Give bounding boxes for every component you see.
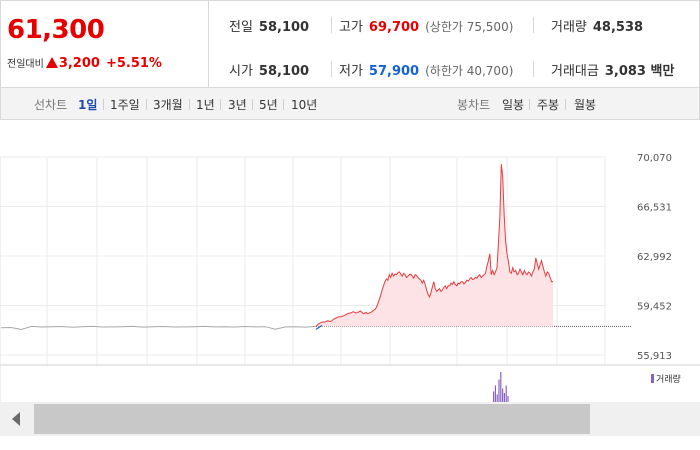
volume-bar [498,379,500,402]
period-10y[interactable]: 10년 [291,98,318,112]
stat-value: 69,700 [368,20,420,35]
change-amount: 3,200 [58,56,100,71]
volume-bar [503,393,505,402]
volume-bar [502,388,504,402]
open-tick-mark [315,324,323,330]
chart-scrollbar[interactable] [0,402,700,436]
pre-market-price-line [0,325,317,331]
line-chart-label: 선차트 [34,98,68,112]
price-chart-svg: 70,070 66,531 62,992 59,452 55,913 [0,153,700,402]
candle-monthly[interactable]: 월봉 [574,98,597,112]
period-3y[interactable]: 3년 [228,98,247,112]
chart-toolbar: 선차트 1일 1주일 3개월 1년 3년 5년 10년 봉차트 일봉 주봉 월봉 [0,88,700,120]
scroll-thumb[interactable] [34,404,590,434]
stat-value: 58,100 [258,64,310,79]
divider [283,99,284,110]
stat-label: 전일 [229,20,253,35]
volume-bar [500,372,502,402]
divider [529,99,530,110]
y-axis-tick-label: 55,913 [637,351,672,362]
stat-high: 고가 69,700 (상한가 75,500) [339,16,513,35]
divider [189,99,190,110]
stat-label: 거래량 [551,20,587,35]
period-1d[interactable]: 1일 [78,98,98,112]
divider [252,99,253,110]
period-1y[interactable]: 1년 [196,98,215,112]
candle-daily[interactable]: 일봉 [502,98,525,112]
y-axis-tick-label: 59,452 [637,302,672,313]
session-price-line [315,164,553,327]
stat-value: 58,100 [258,20,310,35]
stat-label: 거래대금 [551,64,599,79]
volume-legend-label: 거래량 [656,375,681,385]
stat-prev-close: 전일 58,100 [229,16,309,35]
volume-bar [494,385,496,402]
stat-value: 57,900 [368,64,420,79]
y-axis-tick-label: 66,531 [637,202,672,213]
stat-volume: 거래량 48,538 [551,16,643,35]
up-triangle-icon [45,57,58,68]
stat-label: 고가 [339,20,363,35]
divider [331,17,332,33]
change-label: 전일대비 [7,59,44,70]
price-change: 전일대비 3,200 +5.51% [7,55,162,71]
current-price: 61,300 [7,15,105,45]
current-price-box: 61,300 전일대비 3,200 +5.51% [1,1,209,87]
divider [146,99,147,110]
y-axis-tick-label: 62,992 [637,252,672,263]
candle-chart-label: 봉차트 [457,98,491,112]
volume-bar [507,396,509,402]
divider [533,61,534,77]
divider [220,99,221,110]
lower-limit-price: (하한가 40,700) [425,64,514,78]
divider [565,99,566,110]
volume-swatch [651,374,654,383]
y-axis-tick-label: 70,070 [637,153,672,164]
stat-label: 저가 [339,64,363,79]
price-rise-area [316,164,553,327]
stat-value: 3,083 백만 [604,64,675,79]
change-percent: +5.51% [105,56,162,71]
intraday-price-chart: 70,070 66,531 62,992 59,452 55,913 거래량 [0,120,700,405]
scroll-left-arrow-icon[interactable] [0,402,34,436]
volume-bar [505,385,507,402]
stat-low: 저가 57,900 (하한가 40,700) [339,60,513,79]
volume-legend: 거래량 [651,372,681,385]
period-3m[interactable]: 3개월 [153,98,183,112]
divider [103,99,104,110]
divider [331,61,332,77]
volume-bar [493,391,495,402]
stock-summary-panel: 61,300 전일대비 3,200 +5.51% 전일 58,100 고가 69,700… [0,0,700,88]
volume-bar [496,394,498,402]
upper-limit-price: (상한가 75,500) [425,20,514,34]
candle-weekly[interactable]: 주봉 [537,98,560,112]
period-5y[interactable]: 5년 [259,98,278,112]
stat-value: 48,538 [592,20,644,35]
stat-turnover: 거래대금 3,083 백만 [551,60,674,79]
divider [533,17,534,33]
stat-label: 시가 [229,64,253,79]
period-1w[interactable]: 1주일 [110,98,140,112]
stat-open: 시가 58,100 [229,60,309,79]
